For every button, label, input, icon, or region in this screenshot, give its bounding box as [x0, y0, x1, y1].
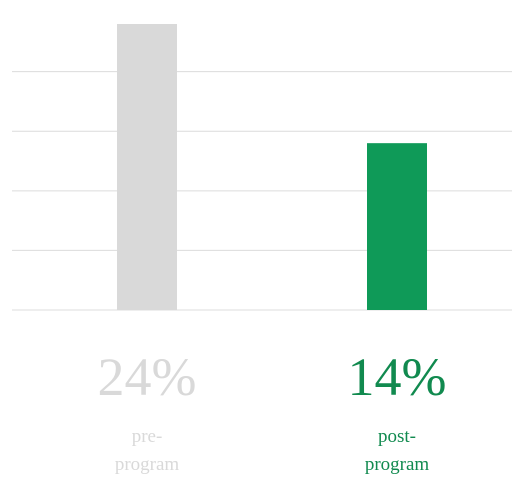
- value-label: 14%: [347, 347, 447, 407]
- bar: [367, 143, 427, 310]
- category-label: pre-program: [114, 426, 180, 475]
- category-label: post-program: [364, 426, 430, 475]
- value-label: 24%: [97, 347, 197, 407]
- bar: [117, 24, 177, 310]
